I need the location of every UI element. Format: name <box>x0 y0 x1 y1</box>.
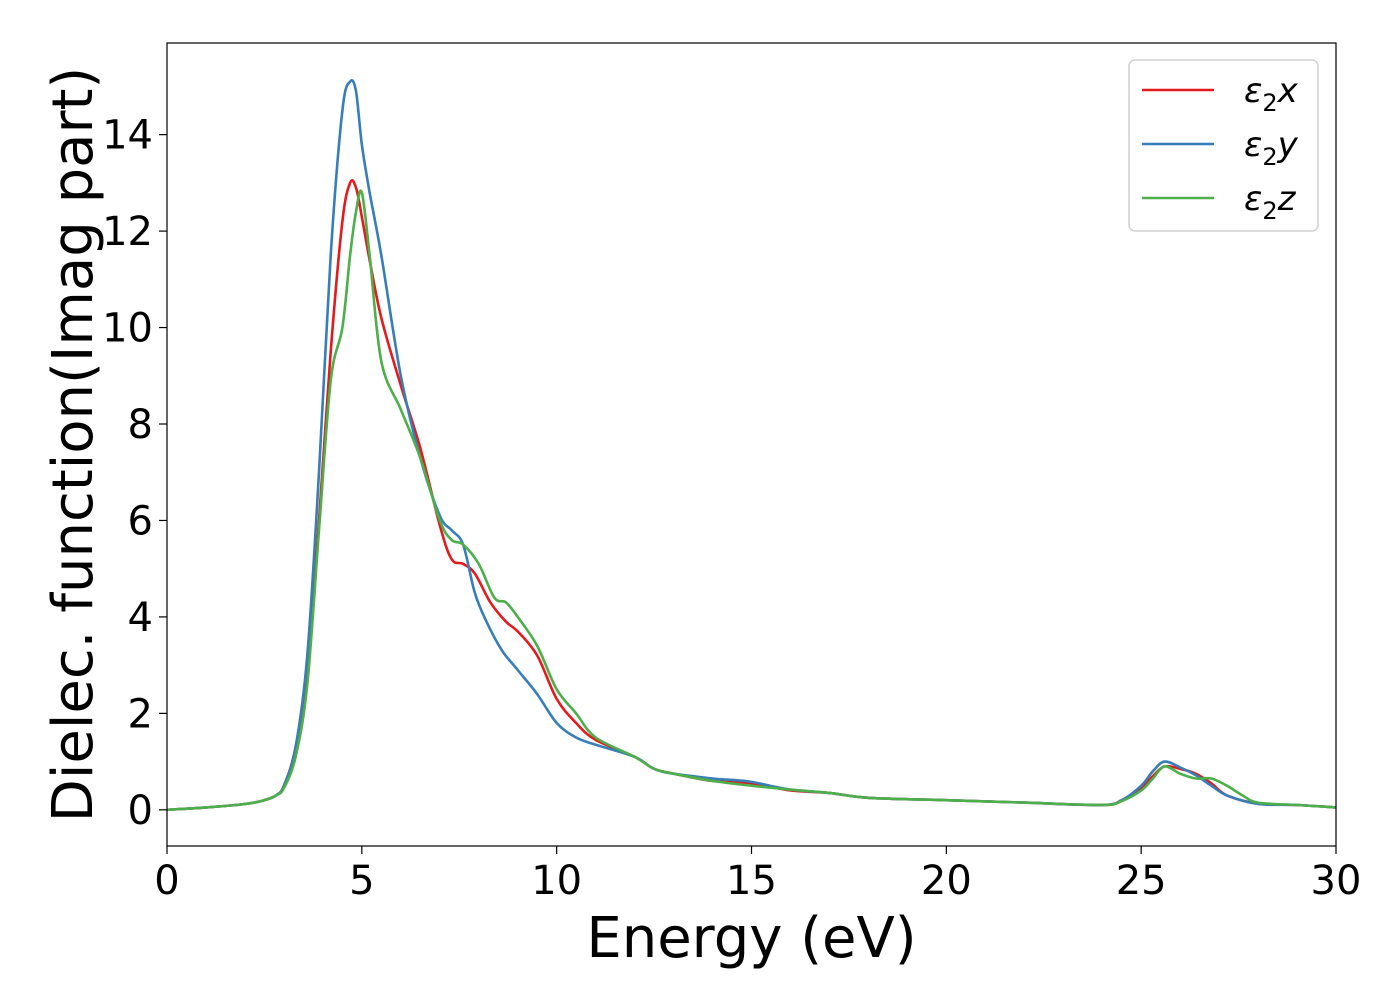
y-tick-label: 0 <box>128 788 153 834</box>
y-axis-label: Dielec. function(Imag part) <box>41 67 106 823</box>
x-tick-label: 15 <box>726 858 777 904</box>
legend-box <box>1128 59 1319 232</box>
series-line-x <box>166 179 1337 812</box>
x-tick-label: 20 <box>921 858 972 904</box>
y-tick-label: 8 <box>128 402 153 448</box>
y-tick-label: 6 <box>128 498 153 544</box>
x-tick-label: 25 <box>1116 858 1167 904</box>
legend-label-z: ε2z <box>1244 179 1297 225</box>
x-tick-label: 0 <box>154 858 179 904</box>
series-line-z <box>166 189 1337 812</box>
legend-label-y: ε2y <box>1244 125 1299 171</box>
plot-lines <box>166 78 1337 812</box>
legend-label-x: ε2x <box>1244 71 1299 117</box>
x-axis-ticks: 0 5 10 15 20 25 30 <box>154 846 1361 904</box>
y-tick-label: 2 <box>128 691 153 737</box>
y-axis-ticks: 0 2 4 6 8 10 12 14 <box>102 113 167 834</box>
x-tick-label: 10 <box>531 858 582 904</box>
legend: ε2x ε2y ε2z <box>1128 59 1319 232</box>
series-line-y <box>166 78 1337 812</box>
y-tick-label: 4 <box>128 595 153 641</box>
x-axis-label: Energy (eV) <box>586 906 916 971</box>
plot-frame <box>166 42 1337 847</box>
y-tick-label: 10 <box>102 306 153 352</box>
y-tick-label: 14 <box>102 113 153 159</box>
y-tick-label: 12 <box>102 209 153 255</box>
x-tick-label: 30 <box>1311 858 1362 904</box>
x-tick-label: 5 <box>349 858 374 904</box>
